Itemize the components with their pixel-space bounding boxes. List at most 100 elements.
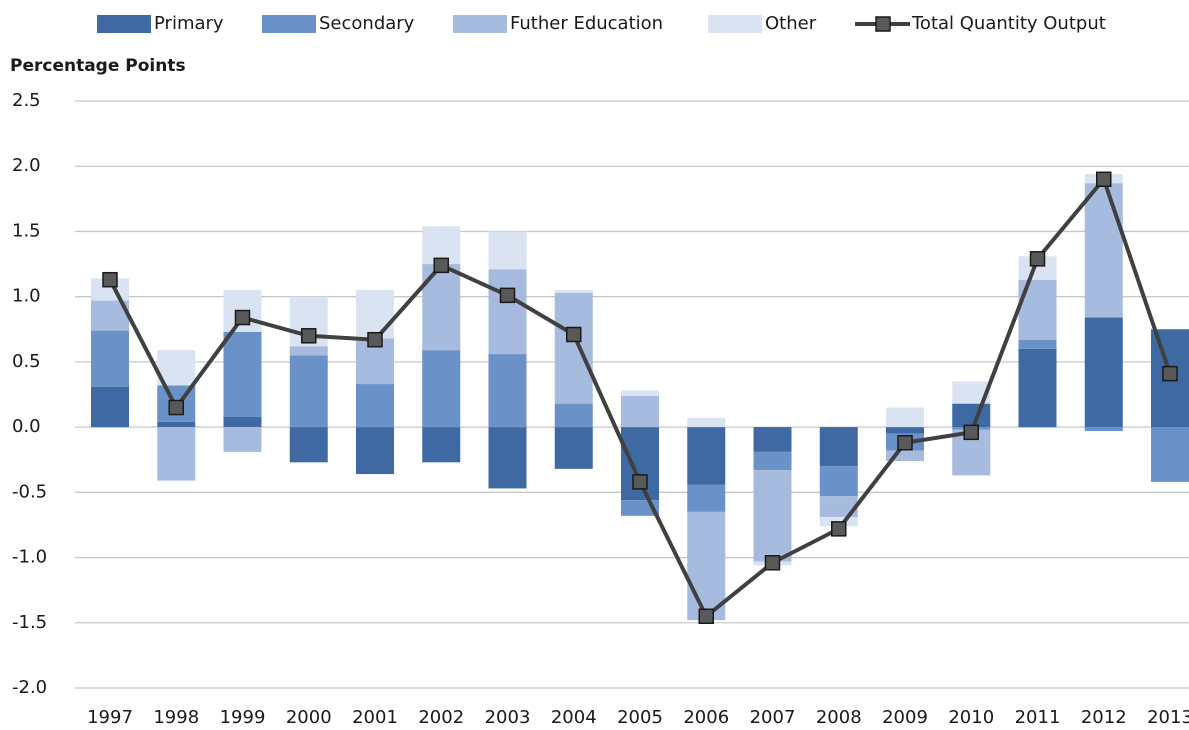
y-tick-label: -0.5 <box>12 481 47 502</box>
y-tick-label: 1.5 <box>12 220 41 241</box>
bar-segment <box>1018 348 1057 428</box>
line-marker <box>301 328 317 344</box>
bar-segment <box>422 350 461 428</box>
bar-segment <box>289 427 328 463</box>
bar-segment <box>687 417 726 428</box>
line-marker <box>764 555 781 571</box>
bar-segment <box>91 330 129 387</box>
bar-segment <box>554 292 593 404</box>
y-tick-label: -2.0 <box>12 677 47 698</box>
bar-segment <box>223 416 262 428</box>
x-tick-label: 2006 <box>683 707 729 728</box>
bar-segment <box>554 403 593 428</box>
line-marker <box>367 331 383 348</box>
x-tick-label: 2013 <box>1147 707 1189 728</box>
line-marker <box>168 399 184 416</box>
x-tick-label: 1999 <box>220 707 266 728</box>
line-marker <box>499 287 516 304</box>
x-tick-label: 1997 <box>87 707 133 728</box>
legend-label: Primary <box>154 13 224 34</box>
line-marker <box>102 271 118 288</box>
y-tick-label: 0.5 <box>12 351 41 372</box>
bar-segment <box>223 427 262 452</box>
y-axis-label: Percentage Points <box>10 56 186 76</box>
line-marker <box>632 474 648 490</box>
bar-segment <box>91 386 129 428</box>
bar-segment <box>687 427 726 485</box>
bar-segment <box>356 290 394 339</box>
x-tick-label: 2003 <box>485 707 531 728</box>
bar-segment <box>886 407 924 428</box>
line-marker <box>963 424 979 441</box>
bar-segment <box>819 496 858 518</box>
bar-segment <box>488 354 527 428</box>
line-marker <box>433 257 449 274</box>
bar-segment <box>554 427 593 469</box>
bar-segment <box>1018 339 1057 349</box>
bar-segment <box>753 427 792 452</box>
bar-segment <box>1084 317 1123 428</box>
bar-segment <box>488 269 527 355</box>
bar-segment <box>886 427 924 434</box>
bar-segment <box>488 231 527 270</box>
bar-segment <box>952 403 991 428</box>
bar-segment <box>687 484 726 512</box>
bar-segment <box>1084 183 1123 318</box>
y-tick-label: 0.0 <box>12 416 41 437</box>
bar-segment <box>1084 427 1123 432</box>
line-marker <box>1029 251 1046 267</box>
bar-segment <box>886 450 924 462</box>
legend-label: Other <box>765 13 817 34</box>
bar-segment <box>819 427 858 467</box>
legend-swatch <box>875 16 891 32</box>
bar-segment <box>621 390 659 396</box>
legend-swatch <box>453 15 507 33</box>
bar-segment <box>753 470 792 562</box>
bar-segment <box>621 395 659 428</box>
bar-segment <box>952 381 991 404</box>
line-marker <box>831 521 847 537</box>
bar-segment <box>488 427 527 489</box>
x-tick-label: 2007 <box>750 707 796 728</box>
line-marker <box>234 309 251 326</box>
bar-segment <box>289 346 328 356</box>
x-tick-label: 2010 <box>948 707 994 728</box>
bar-segment <box>223 331 262 417</box>
line-marker <box>897 435 913 451</box>
legend-swatch <box>262 15 316 33</box>
bar-segment <box>422 427 461 463</box>
x-tick-label: 1998 <box>153 707 199 728</box>
x-tick-label: 2004 <box>551 707 597 728</box>
y-tick-label: 1.0 <box>12 286 41 307</box>
bar-segment <box>422 264 461 351</box>
bar-segment <box>157 421 196 428</box>
legend-label: Secondary <box>319 13 415 34</box>
x-tick-label: 2012 <box>1081 707 1127 728</box>
bar-segment <box>687 511 726 621</box>
y-tick-label: 2.0 <box>12 155 41 176</box>
bar-segment <box>753 451 792 471</box>
x-tick-label: 2001 <box>352 707 398 728</box>
y-tick-label: -1.5 <box>12 612 47 633</box>
bar-segment <box>157 427 196 481</box>
legend-label: Total Quantity Output <box>911 13 1106 34</box>
bar-segment <box>1018 256 1057 280</box>
legend-label: Futher Education <box>510 13 663 34</box>
bar-segment <box>1151 427 1189 482</box>
y-tick-label: 2.5 <box>12 90 41 111</box>
x-tick-label: 2002 <box>418 707 464 728</box>
x-tick-label: 2009 <box>882 707 928 728</box>
x-tick-label: 2008 <box>816 707 862 728</box>
bar-segment <box>819 466 858 497</box>
bar-segment <box>356 384 394 428</box>
bar-segment <box>289 355 328 428</box>
bar-segment <box>356 427 394 475</box>
legend-swatch <box>97 15 151 33</box>
x-tick-label: 2011 <box>1015 707 1061 728</box>
line-marker <box>1162 365 1178 382</box>
bar-segment <box>554 290 593 293</box>
x-tick-label: 2000 <box>286 707 332 728</box>
line-marker <box>698 608 714 625</box>
y-tick-label: -1.0 <box>12 547 47 568</box>
